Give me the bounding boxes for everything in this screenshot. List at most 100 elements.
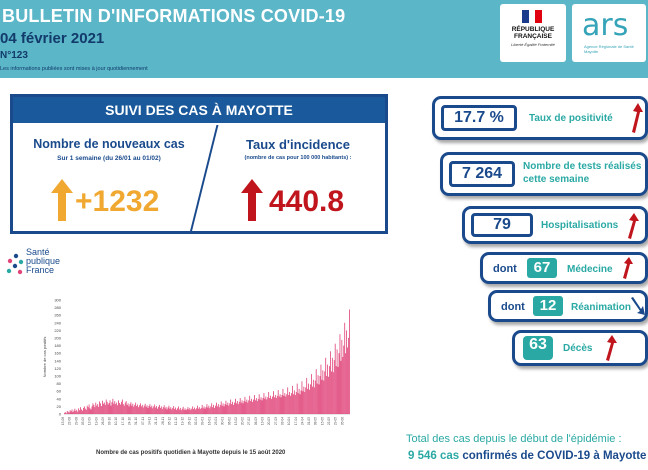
chart-bar [199,409,201,414]
chart-bar [98,406,100,414]
bulletin-note: Les informations publiées sont mises à j… [0,66,148,72]
chart-bar [160,406,162,414]
chart-bar [121,401,122,414]
chart-bar [187,407,189,414]
incidence-value: 440.8 [269,185,345,218]
chart-bar [243,401,245,414]
chart-bar [249,395,251,414]
chart-bar [162,407,164,414]
chart-bar [241,400,243,414]
chart-bar [346,330,348,414]
chart-bar [247,402,249,414]
chart-bar [78,408,80,414]
chart-bar [71,409,73,414]
chart-bar [248,400,250,414]
total-intro: Total des cas depuis le début de l'épidé… [406,433,622,445]
chart-bar [274,395,276,414]
chart-bar [150,407,152,414]
chart-bar [64,412,65,414]
chart-bar [96,405,98,414]
chart-bar [259,399,261,414]
chart-bar [184,408,186,414]
chart-bar [229,403,231,414]
tests-value: 7 264 [449,161,515,187]
chart-bar [109,400,111,414]
chart-bar [303,386,305,414]
chart-bar [207,407,209,414]
chart-bar [102,400,103,414]
chart-bar [121,399,123,414]
y-tick-label: 100 [54,374,61,379]
incidence-note: (nombre de cas pour 100 000 habitants) : [244,155,352,161]
positivity-label: Taux de positivité [529,113,613,124]
chart-bar [82,410,83,414]
chart-bar [161,409,163,414]
chart-bar [80,407,81,414]
rea-value: 12 [533,296,563,316]
chart-bar [216,406,218,414]
chart-bar [271,398,272,414]
chart-bar [68,412,70,414]
chart-bar [245,401,247,414]
x-tick-label: 06-03 [254,417,258,425]
chart-bar [294,395,296,414]
chart-bar [348,338,349,414]
chart-bar [180,410,182,414]
x-tick-label: 12-09 [88,417,92,425]
x-tick-label: 15-08 [61,417,65,425]
chart-bar [325,357,327,414]
bulletin-title: BULLETIN D'INFORMATIONS COVID-19 [2,6,346,26]
chart-bar [81,409,82,414]
x-tick-label: 01-05 [307,417,311,425]
chart-bar [341,339,343,414]
chart-bar [302,391,304,414]
chart-bar [246,399,248,414]
chart-bar [126,404,128,414]
chart-bar [196,408,197,414]
chart-bar [337,366,339,414]
chart-bar [119,402,120,414]
chart-bar [215,405,216,414]
arrow-up-red-icon [606,335,617,361]
chart-bar [87,407,89,414]
chart-bar [90,409,92,414]
arrow-up-red-icon [632,103,643,133]
tests-label-2: cette semaine [523,174,590,185]
chart-bar [197,405,198,414]
chart-bar [113,403,115,414]
chart-bar [287,387,289,414]
chart-bar [227,402,229,414]
arrow-up-red-icon [241,179,263,221]
chart-bar [278,396,280,414]
chart-bar [104,404,106,414]
chart-bar [339,334,341,414]
chart-bar [221,405,223,414]
chart-bar [185,410,187,414]
x-tick-label: 05-06 [340,417,344,425]
chart-bar [114,401,116,414]
chart-bar [226,404,228,414]
chart-bar [102,403,104,414]
chart-bar [256,401,258,414]
chart-bar [66,410,68,414]
chart-bar [176,409,177,414]
x-tick-label: 12-12 [174,417,178,425]
chart-bar [157,408,158,414]
x-tick-label: 15-05 [320,417,324,425]
french-flag-icon [522,10,543,23]
dont-label: dont [501,301,525,313]
chart-bar [134,404,136,414]
chart-bar [159,404,160,414]
chart-bar [307,388,309,414]
dont-label: dont [493,263,517,275]
chart-bar [182,406,184,414]
chart-bar [311,386,313,414]
chart-bar [137,404,138,414]
chart-bar [103,402,105,414]
chart-bar [65,413,67,414]
y-tick-label: 280 [54,305,61,310]
chart-bar [108,402,110,414]
chart-bar [314,380,316,414]
bulletin-number: N°123 [0,50,28,61]
suivi-title: SUIVI DES CAS À MAYOTTE [13,97,385,123]
